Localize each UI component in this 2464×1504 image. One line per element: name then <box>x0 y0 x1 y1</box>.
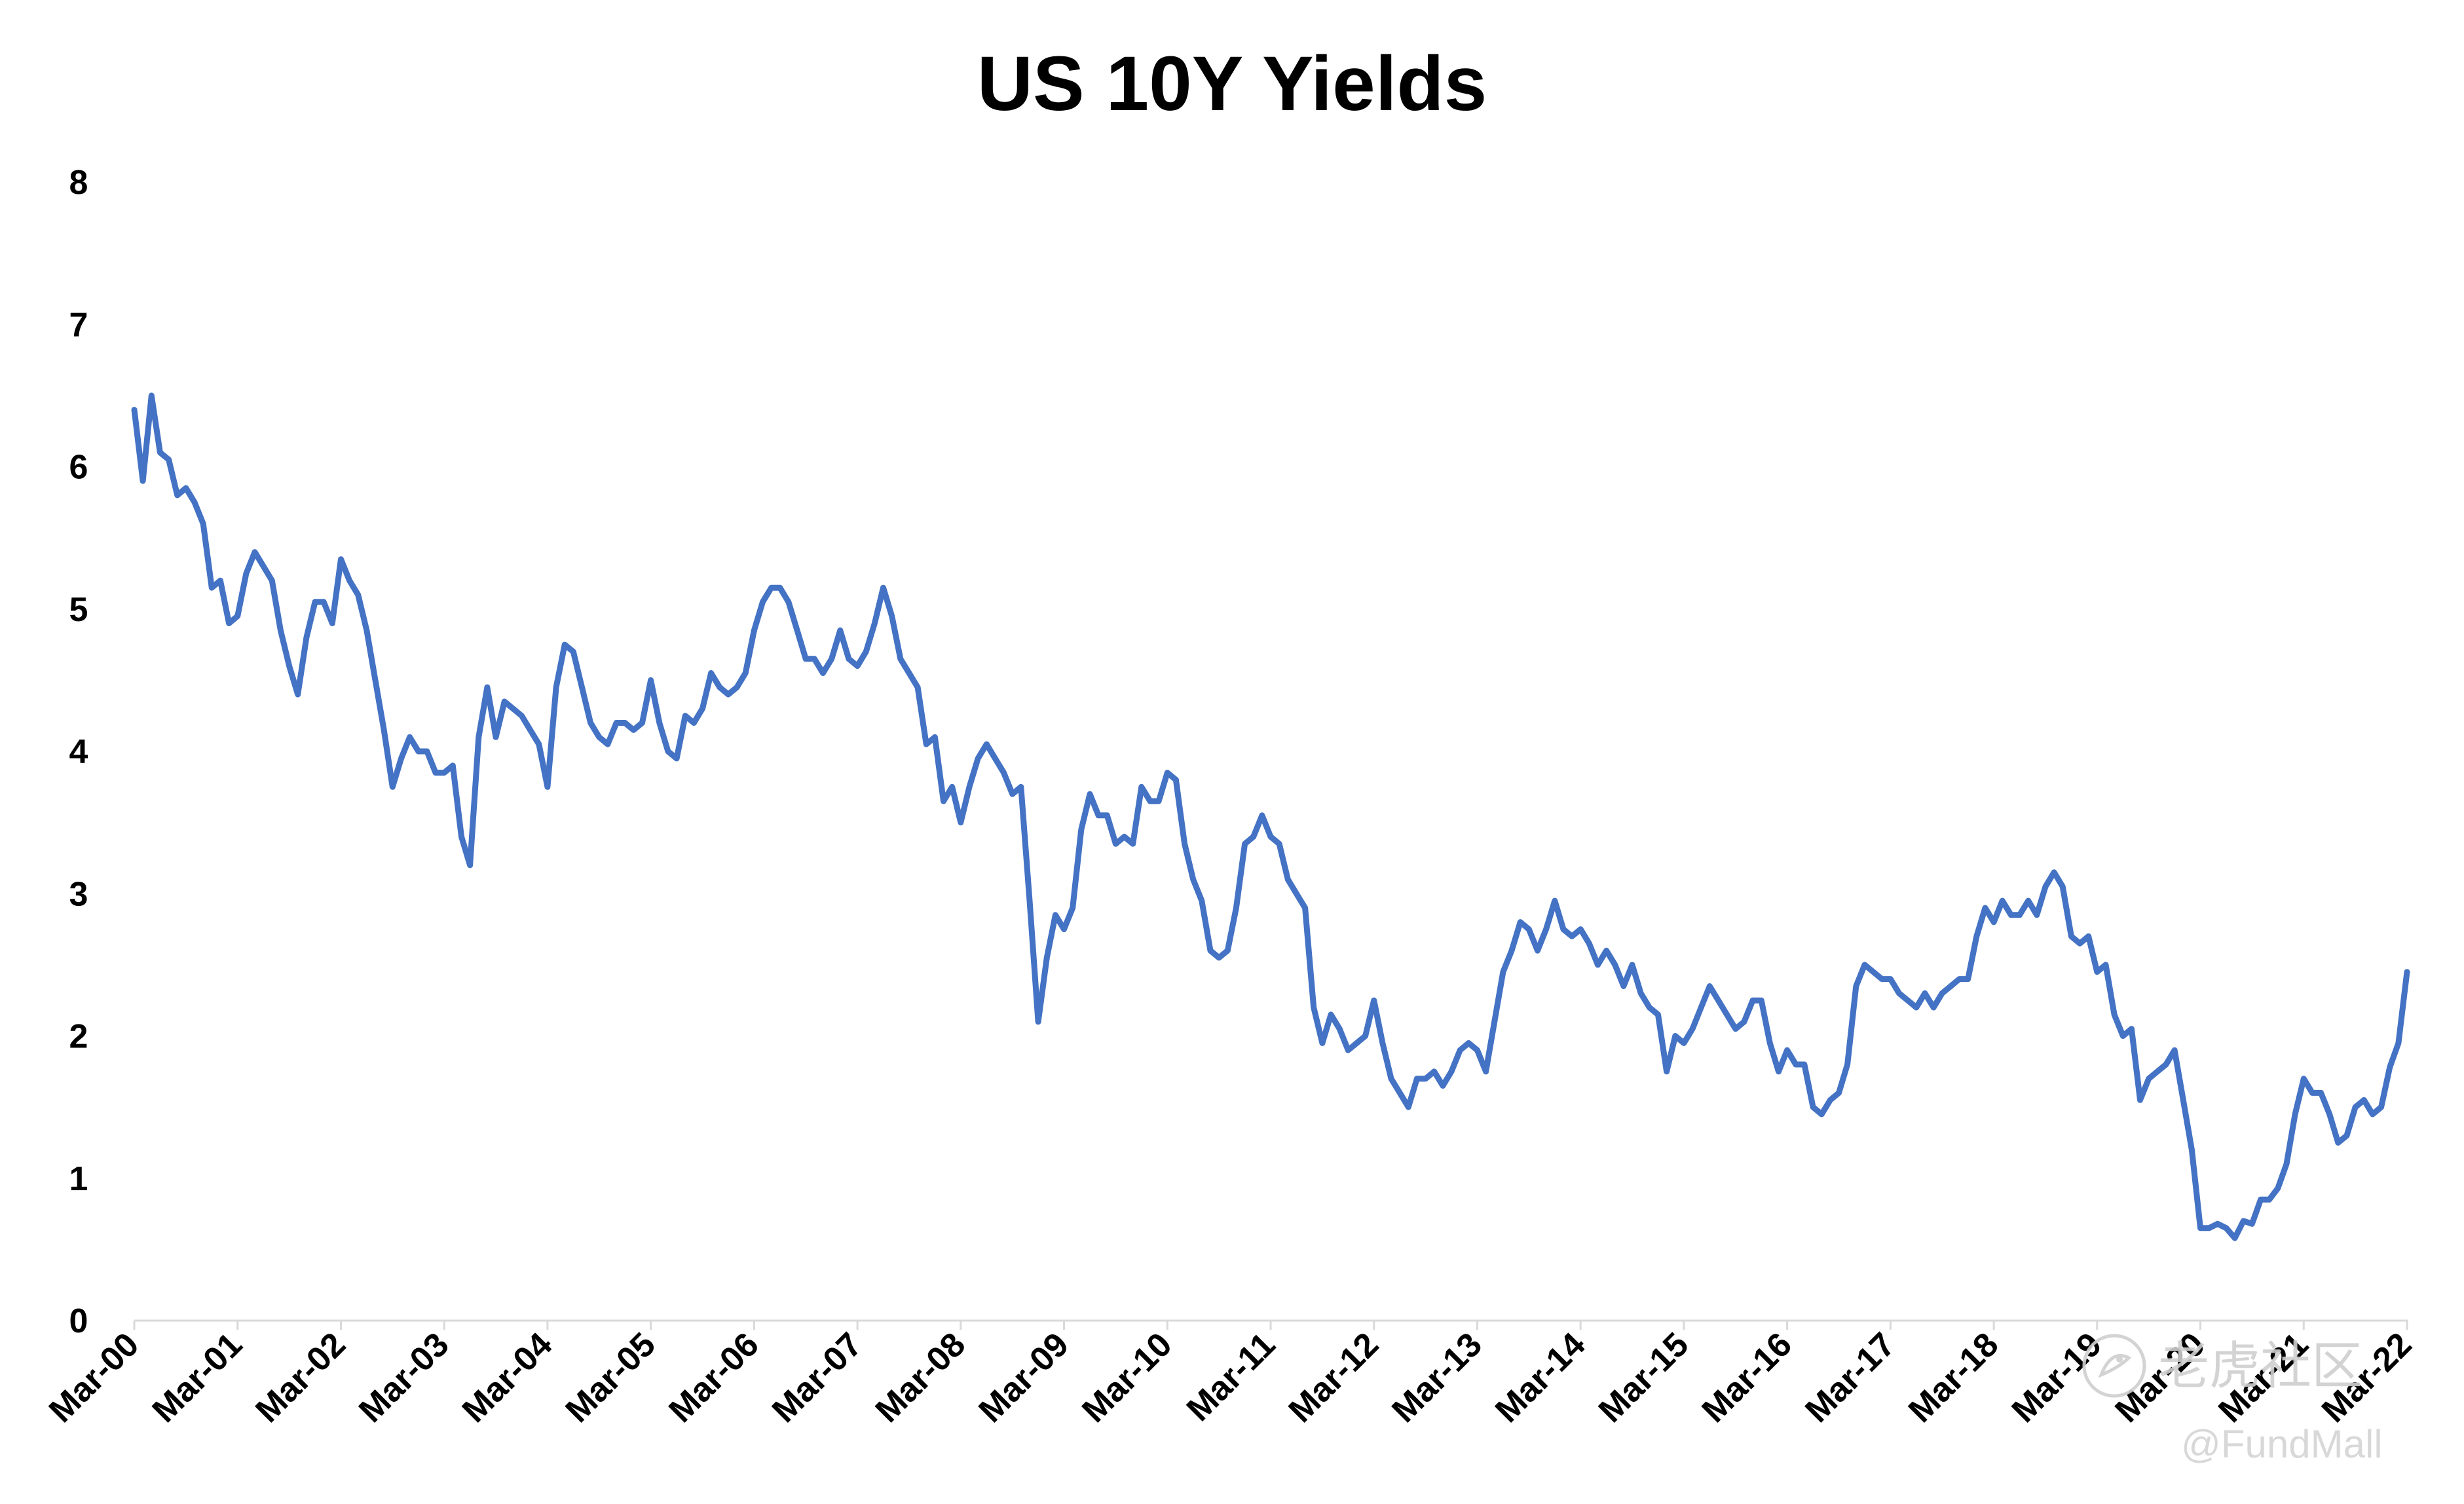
plot-area <box>131 392 2410 1241</box>
x-tick-label: Mar-00 <box>42 1325 147 1430</box>
x-tick-label: Mar-04 <box>455 1325 560 1430</box>
watermark: 老虎社区 @FundMall <box>2082 1334 2383 1466</box>
y-tick-label: 6 <box>69 449 88 487</box>
x-tick-label: Mar-09 <box>971 1325 1076 1430</box>
x-tick-label: Mar-18 <box>1901 1325 2006 1430</box>
tiger-logo-icon <box>2082 1334 2146 1398</box>
x-tick-label: Mar-01 <box>145 1325 250 1430</box>
x-tick-label: Mar-10 <box>1075 1325 1180 1430</box>
x-tick-label: Mar-03 <box>352 1325 457 1430</box>
series-line <box>131 392 2410 1241</box>
x-tick-label: Mar-16 <box>1695 1325 1800 1430</box>
y-tick-label: 1 <box>69 1160 88 1198</box>
y-tick-label: 0 <box>69 1302 88 1340</box>
y-axis: 0 1 2 3 4 5 6 7 8 <box>69 164 88 1340</box>
y-tick-label: 2 <box>69 1018 88 1056</box>
x-tick-label: Mar-15 <box>1592 1325 1696 1430</box>
x-tick-label: Mar-14 <box>1488 1325 1593 1430</box>
x-tick-label: Mar-11 <box>1180 1325 1283 1429</box>
x-axis: Mar-00Mar-01Mar-02Mar-03Mar-04Mar-05Mar-… <box>42 1319 2419 1430</box>
x-tick-label: Mar-08 <box>868 1325 973 1430</box>
y-tick-label: 3 <box>69 875 88 913</box>
y-tick-label: 5 <box>69 591 88 629</box>
x-tick-label: Mar-05 <box>559 1325 663 1430</box>
x-tick-label: Mar-13 <box>1385 1325 1489 1430</box>
watermark-handle: @FundMall <box>2181 1422 2383 1466</box>
chart-title: US 10Y Yields <box>977 41 1487 127</box>
y-tick-label: 4 <box>69 733 88 771</box>
x-tick-label: Mar-07 <box>765 1325 870 1430</box>
x-tick-label: Mar-12 <box>1282 1325 1387 1430</box>
x-tick-label: Mar-02 <box>248 1325 353 1430</box>
watermark-text: 老虎社区 <box>2158 1337 2362 1395</box>
x-tick-label: Mar-06 <box>662 1325 766 1430</box>
x-tick-label: Mar-19 <box>2005 1325 2110 1430</box>
x-tick-label: Mar-17 <box>1798 1325 1903 1430</box>
y-tick-label: 8 <box>69 164 88 202</box>
y-tick-label: 7 <box>69 306 88 344</box>
